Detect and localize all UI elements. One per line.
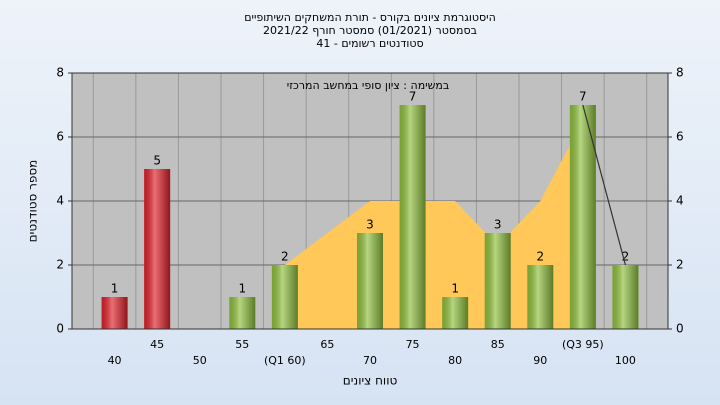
y-tick-label: 6 [56, 130, 64, 144]
title-line: היסטוגרמת ציונים בקורס - תורת המשחקים הש… [244, 11, 496, 24]
chart-subtitle: במשימה : ציון סופי במחשב המרכזי [287, 79, 450, 92]
bar-shading [484, 233, 511, 329]
x-tick-label: 45 [150, 338, 164, 351]
plot-border [71, 72, 669, 330]
x-tick-label: 55 [235, 338, 249, 351]
bar-shading [101, 297, 128, 329]
y2-tick-label: 0 [676, 322, 684, 336]
data-label: 2 [281, 250, 289, 264]
bar-shading [357, 233, 383, 329]
bar-shading [569, 105, 596, 329]
x-tick-label: 90 [533, 354, 547, 367]
data-label: 2 [536, 250, 544, 264]
x-axis-title: טווח ציונים [343, 374, 398, 388]
x-tick-label: 75 [406, 338, 420, 351]
x-tick-label: (Q1 60) [264, 354, 306, 367]
y-tick-label: 4 [56, 194, 64, 208]
data-label: 7 [409, 90, 417, 104]
x-tick-label: (Q3 95) [562, 338, 604, 351]
x-tick-label: 70 [363, 354, 377, 367]
y2-tick-label: 6 [676, 130, 684, 144]
data-label: 7 [579, 90, 587, 104]
x-tick-label: 80 [448, 354, 462, 367]
bar-shading [144, 169, 171, 329]
x-tick-label: 65 [320, 338, 334, 351]
x-tick-label: 50 [193, 354, 207, 367]
data-label: 1 [238, 282, 246, 296]
data-label: 1 [451, 282, 459, 296]
bar-shading [527, 265, 554, 329]
y-tick-label: 0 [56, 322, 64, 336]
data-label: 5 [153, 154, 161, 168]
bar-shading [229, 297, 256, 329]
bar-shading [442, 297, 469, 329]
y2-tick-label: 2 [676, 258, 684, 272]
x-tick-label: 85 [491, 338, 505, 351]
y2-tick-label: 4 [676, 194, 684, 208]
data-label: 2 [622, 250, 630, 264]
x-tick-label: 40 [108, 354, 122, 367]
y-tick-label: 8 [56, 66, 64, 80]
bar-shading [612, 265, 639, 329]
title-line: סטודנטים רשומים - 41 [316, 37, 423, 50]
trend-line [582, 104, 627, 266]
x-tick-label: 100 [615, 354, 636, 367]
y-axis-title: מספר סטודנטים [26, 160, 40, 243]
bar-shading [271, 265, 298, 329]
bar-shading [399, 105, 426, 329]
data-label: 1 [111, 282, 119, 296]
y2-tick-label: 8 [676, 66, 684, 80]
data-label: 3 [366, 218, 374, 232]
y-tick-label: 2 [56, 258, 64, 272]
title-line: בסמסטר (01/2021) סמסטר חורף 2021/22 [263, 24, 477, 37]
data-label: 3 [494, 218, 502, 232]
